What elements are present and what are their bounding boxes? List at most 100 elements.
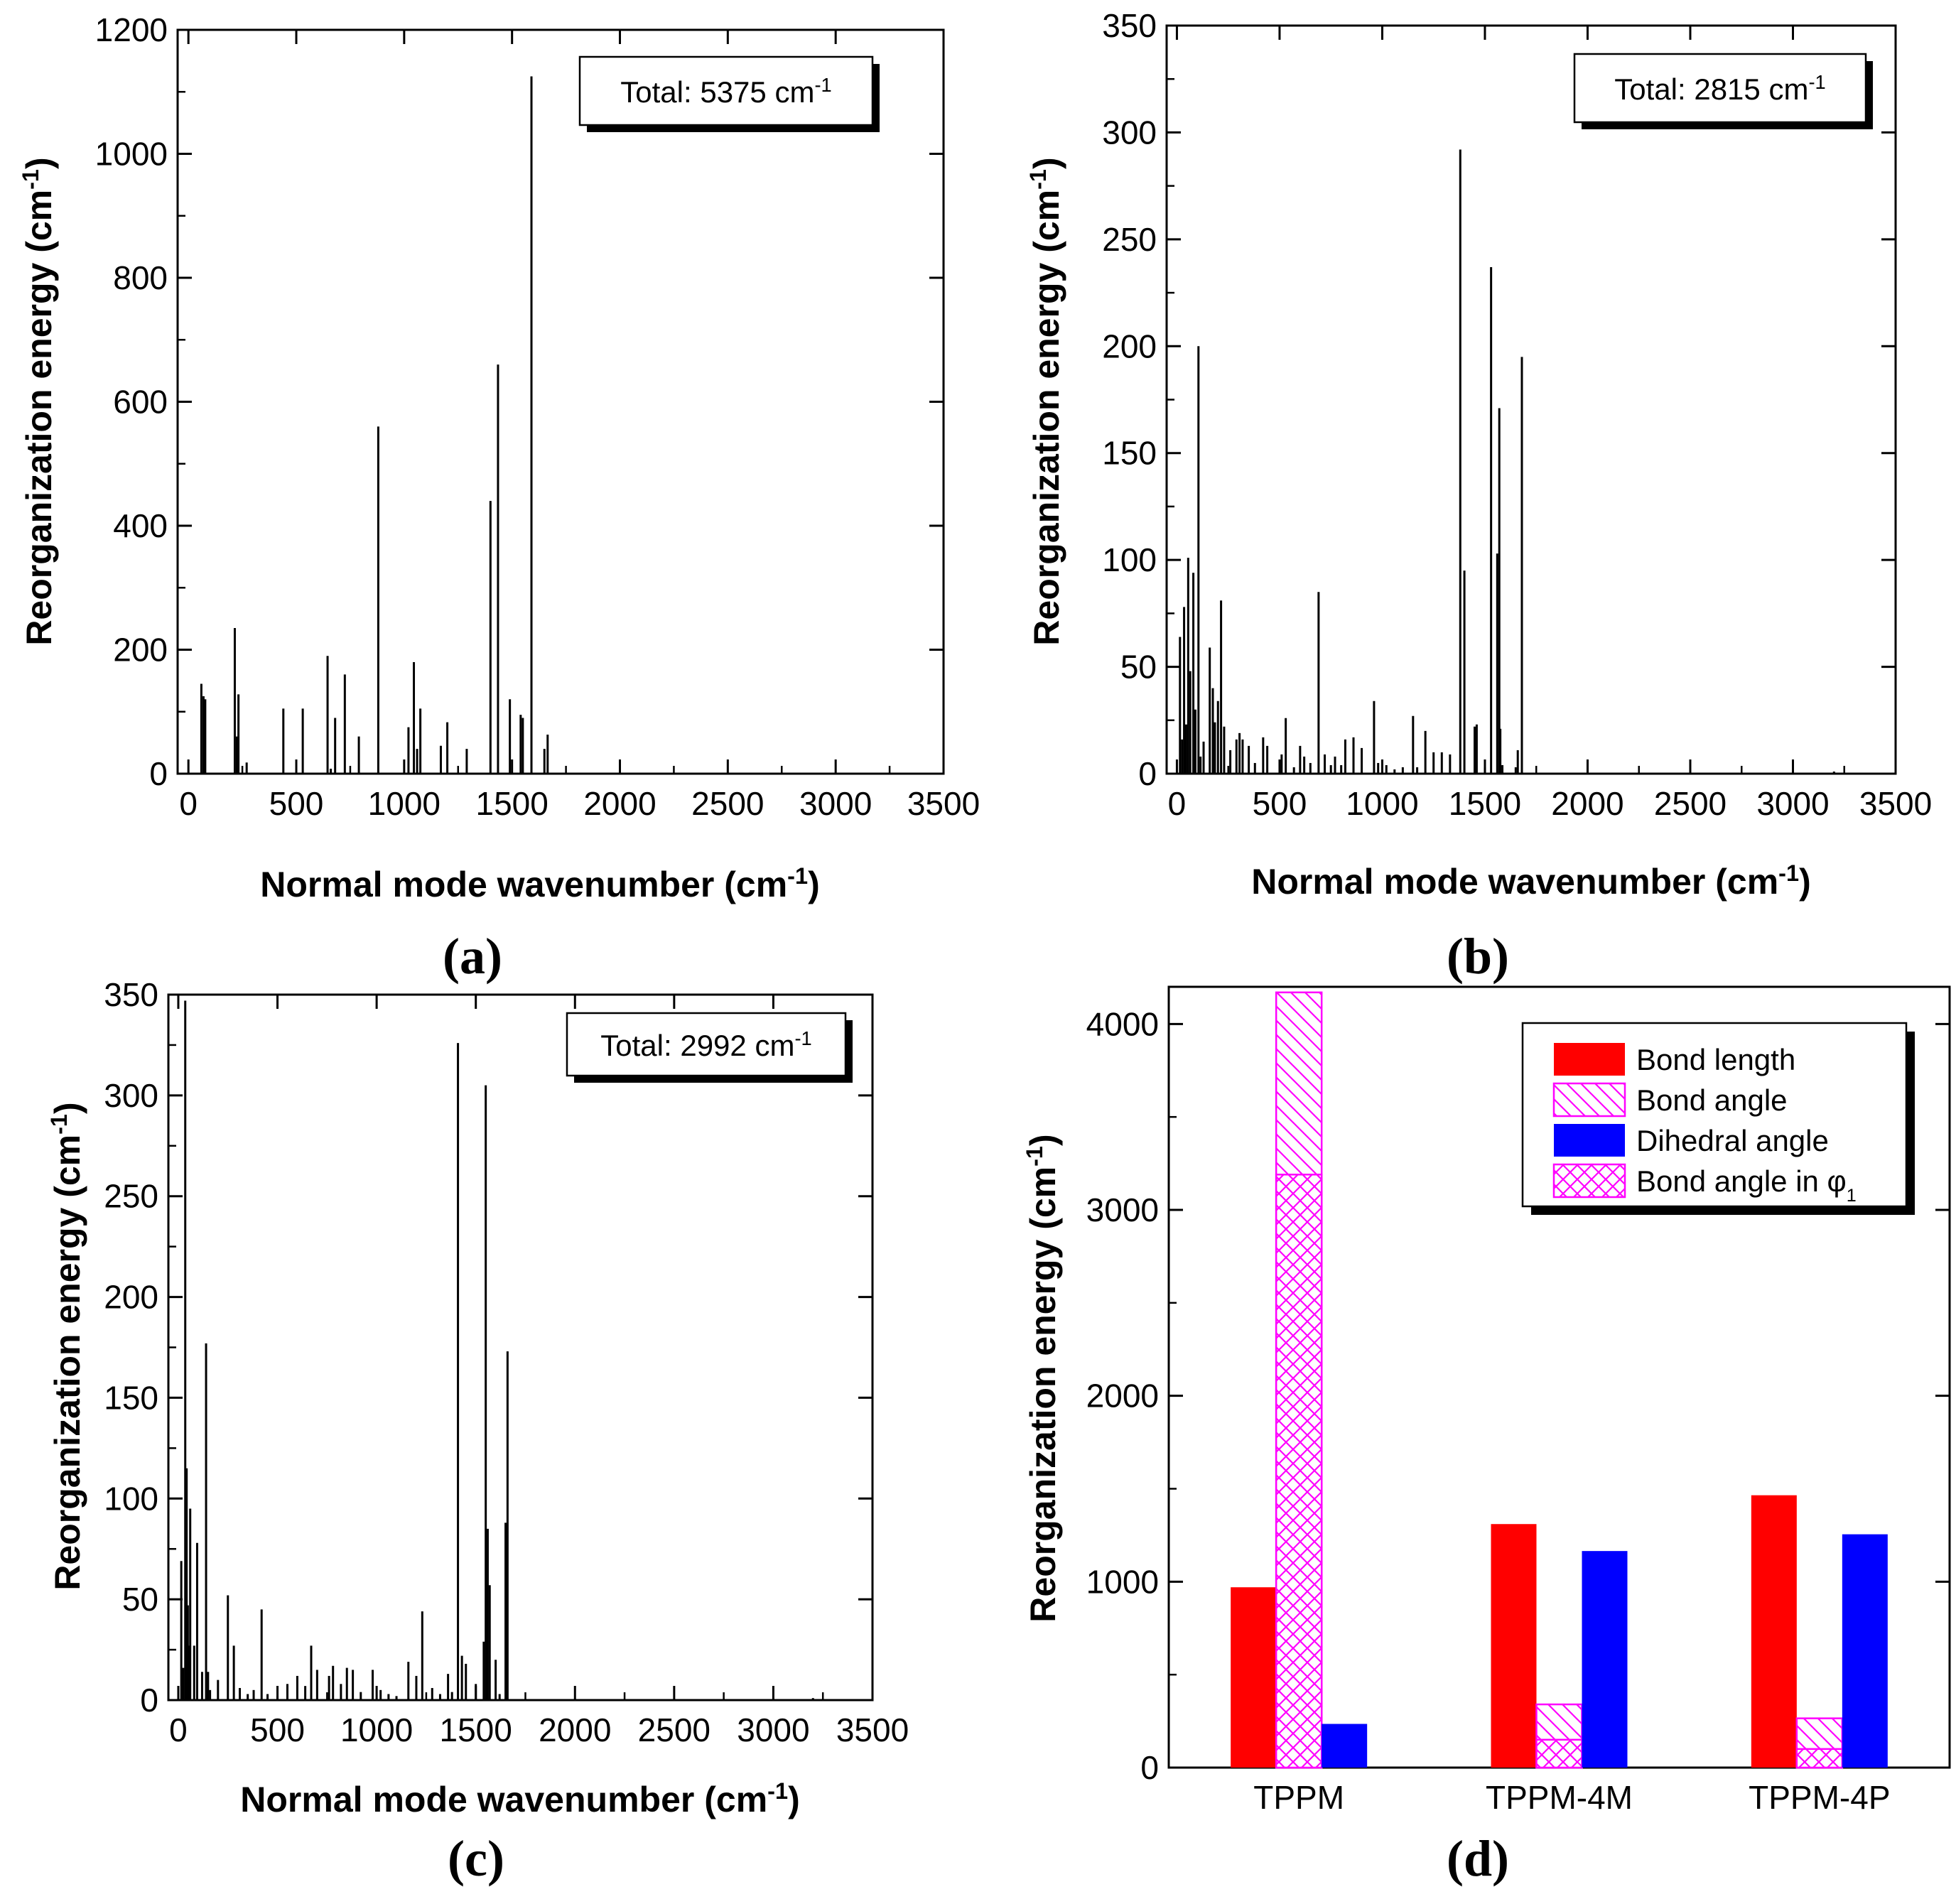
superscript: -1: [814, 74, 831, 96]
panel-label: (d): [1447, 1830, 1509, 1887]
legend-swatch: [1552, 1163, 1626, 1199]
y-tick-label: 150: [1102, 435, 1157, 472]
y-axis-title: Reorganization energy (cm-1): [18, 157, 59, 645]
plot-frame: [176, 28, 945, 775]
y-tick-label: 100: [104, 1480, 158, 1517]
panel-b: 0 50 100 150 200 250 300 350 Reorganization ener…: [1025, 7, 1932, 985]
x-tick-label: 2500: [691, 785, 764, 822]
y-tick-label: 0: [149, 755, 168, 792]
x-tick-label: 1000: [340, 1711, 413, 1748]
bar-dihedral-angle: [1322, 1724, 1368, 1768]
x-category-label: TPPM-4P: [1749, 1779, 1890, 1816]
legend-swatch: [1554, 1043, 1625, 1076]
bar-bond-length: [1231, 1587, 1277, 1768]
y-tick-label: 2000: [1086, 1378, 1159, 1415]
legend-label: Bond angle in φ1: [1636, 1164, 1857, 1206]
y-tick-label: 350: [104, 976, 158, 1013]
y-tick-label: 1200: [95, 11, 168, 48]
panel-label: (c): [448, 1830, 504, 1887]
legend-swatch: [1554, 1124, 1625, 1157]
y-tick-label: 250: [104, 1178, 158, 1215]
x-tick-label: 3500: [836, 1711, 909, 1748]
x-category-label: TPPM: [1253, 1779, 1344, 1816]
x-tick-label: 500: [250, 1711, 305, 1748]
y-tick-label: 800: [113, 259, 168, 296]
x-axis-title: Normal mode wavenumber (cm-1): [240, 1778, 799, 1819]
plot-frame: [1165, 24, 1897, 775]
superscript: -1: [18, 169, 43, 190]
x-tick-label: 3500: [907, 785, 980, 822]
subscript: 1: [1847, 1186, 1857, 1206]
superscript: -1: [46, 1114, 72, 1135]
x-tick-label: 1500: [440, 1711, 512, 1748]
x-tick-label: 2500: [1654, 785, 1727, 822]
panel-label: (a): [443, 928, 502, 985]
total-label: Total: 2992 cm-1: [600, 1027, 811, 1063]
y-axis-title: Reorganization energy (cm-1): [1022, 1134, 1063, 1622]
superscript: -1: [794, 1027, 811, 1049]
x-tick-label: 2500: [638, 1711, 710, 1748]
bar-bond-angle-in-phi1: [1795, 1748, 1844, 1769]
x-tick-label: 3500: [1859, 785, 1932, 822]
legend-swatch: [1552, 1082, 1626, 1118]
y-tick-label: 100: [1102, 541, 1157, 578]
x-tick-label: 1000: [1346, 785, 1418, 822]
y-tick-label: 400: [113, 507, 168, 544]
bar-dihedral-angle: [1582, 1551, 1628, 1768]
total-label: Total: 5375 cm-1: [620, 74, 831, 109]
y-tick-label: 300: [1102, 114, 1157, 151]
superscript: -1: [767, 1778, 788, 1804]
x-tick-label: 500: [1253, 785, 1307, 822]
legend-label: Dihedral angle: [1636, 1124, 1829, 1157]
y-tick-label: 200: [1102, 328, 1157, 364]
x-tick-label: 3000: [1756, 785, 1829, 822]
x-axis-title: Normal mode wavenumber (cm-1): [1251, 860, 1810, 902]
x-tick-label: 2000: [539, 1711, 611, 1748]
plot-frame: [167, 993, 874, 1702]
superscript: -1: [1808, 71, 1825, 93]
y-tick-label: 0: [1138, 755, 1157, 792]
x-tick-label: 3000: [737, 1711, 809, 1748]
y-tick-label: 0: [140, 1682, 158, 1719]
bar-bond-angle-in-phi1: [1535, 1738, 1583, 1769]
y-tick-label: 1000: [1086, 1563, 1159, 1600]
x-tick-label: 0: [169, 1711, 188, 1748]
x-tick-label: 2000: [1551, 785, 1623, 822]
x-tick-label: 0: [1168, 785, 1187, 822]
panel-a: 0 200 400 600 800 1000 1200 Reorganization ener…: [18, 11, 980, 985]
bar-bond-length: [1751, 1495, 1797, 1768]
bar-bond-angle-in-phi1: [1275, 1174, 1323, 1769]
bar-bond-length: [1491, 1524, 1537, 1768]
y-tick-label: 200: [104, 1279, 158, 1316]
y-tick-label: 4000: [1086, 1005, 1159, 1042]
bar-dihedral-angle: [1842, 1534, 1888, 1768]
x-tick-label: 1500: [1449, 785, 1521, 822]
y-tick-label: 150: [104, 1379, 158, 1416]
legend-label: Bond angle: [1636, 1083, 1788, 1117]
y-tick-label: 50: [1120, 649, 1157, 686]
y-tick-label: 1000: [95, 136, 168, 173]
legend-label: Bond length: [1636, 1043, 1795, 1076]
panel-d: 0 1000 2000 3000 4000 Reorganization energy (…: [1022, 985, 1951, 1887]
x-tick-label: 3000: [799, 785, 872, 822]
y-tick-label: 250: [1102, 221, 1157, 258]
total-box: [578, 55, 874, 126]
y-tick-label: 600: [113, 384, 168, 421]
total-box: [1573, 53, 1867, 124]
superscript: -1: [1022, 1146, 1047, 1167]
x-tick-label: 2000: [583, 785, 656, 822]
superscript: -1: [1025, 169, 1051, 190]
total-box: [566, 1012, 847, 1077]
panel-c: 0 50 100 150 200 250 300 350 Reorganization ener…: [46, 976, 909, 1887]
y-tick-label: 350: [1102, 7, 1157, 44]
x-tick-label: 500: [269, 785, 324, 822]
x-category-label: TPPM-4M: [1486, 1779, 1633, 1816]
y-axis-title: Reorganization energy (cm-1): [1025, 157, 1066, 645]
y-tick-label: 50: [122, 1581, 158, 1618]
x-axis-title: Normal mode wavenumber (cm-1): [260, 863, 819, 904]
y-tick-label: 300: [104, 1077, 158, 1114]
x-tick-label: 1500: [476, 785, 549, 822]
y-axis-title: Reorganization energy (cm-1): [46, 1102, 87, 1590]
total-label: Total: 2815 cm-1: [1614, 71, 1825, 107]
